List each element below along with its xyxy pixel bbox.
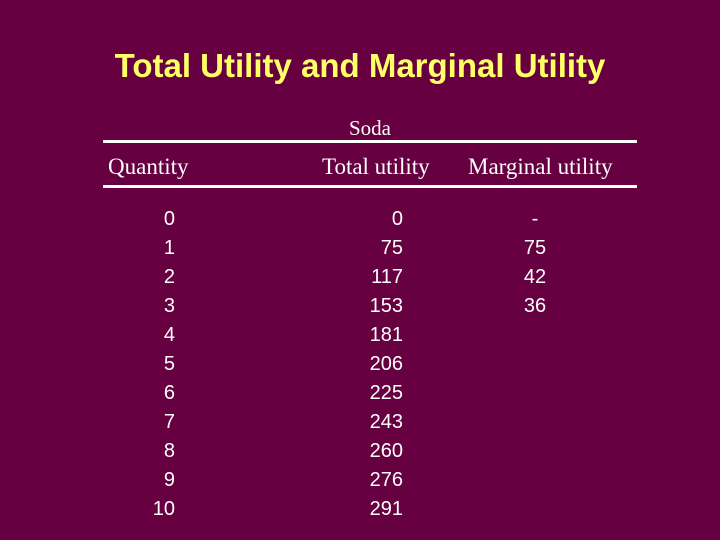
marginal-utility-column: - 75 42 36 (505, 205, 565, 321)
marginal-utility-cell: - (531, 208, 539, 230)
header-rule-bottom (103, 185, 637, 188)
quantity-cell: 10 (152, 498, 175, 520)
total-utility-cell: 276 (369, 469, 403, 491)
total-utility-cell: 225 (369, 382, 403, 404)
quantity-cell: 2 (163, 266, 175, 288)
header-quantity: Quantity (108, 154, 189, 179)
total-utility-cell: 117 (371, 266, 403, 288)
table-group-label: Soda (349, 116, 391, 140)
total-utility-cell: 153 (369, 295, 403, 317)
marginal-utility-cell: 36 (523, 295, 547, 317)
total-utility-cell: 0 (391, 208, 403, 230)
header-marginal-utility: Marginal utility (468, 154, 613, 179)
slide-title: Total Utility and Marginal Utility (114, 47, 606, 84)
quantity-cell: 1 (163, 237, 175, 259)
total-utility-cell: 75 (380, 237, 403, 259)
total-utility-cell: 291 (369, 498, 403, 520)
total-utility-cell: 243 (369, 411, 403, 433)
total-utility-cell: 181 (369, 324, 403, 346)
quantity-cell: 9 (163, 469, 175, 491)
header-rule-top (103, 140, 637, 143)
quantity-cell: 4 (163, 324, 175, 346)
quantity-cell: 0 (163, 208, 175, 230)
total-utility-cell: 206 (369, 353, 403, 375)
quantity-cell: 6 (163, 382, 175, 404)
quantity-cell: 5 (163, 353, 175, 375)
marginal-utility-cell: 75 (523, 237, 547, 259)
quantity-cell: 3 (163, 295, 175, 317)
quantity-column: 0 1 2 3 4 5 6 7 8 9 10 (110, 205, 175, 524)
quantity-cell: 7 (163, 411, 175, 433)
quantity-cell: 8 (163, 440, 175, 462)
total-utility-cell: 260 (369, 440, 403, 462)
marginal-utility-cell: 42 (523, 266, 547, 288)
total-utility-column: 0 75 117 153 181 206 225 243 260 276 291 (340, 205, 403, 524)
header-total-utility: Total utility (322, 154, 430, 179)
